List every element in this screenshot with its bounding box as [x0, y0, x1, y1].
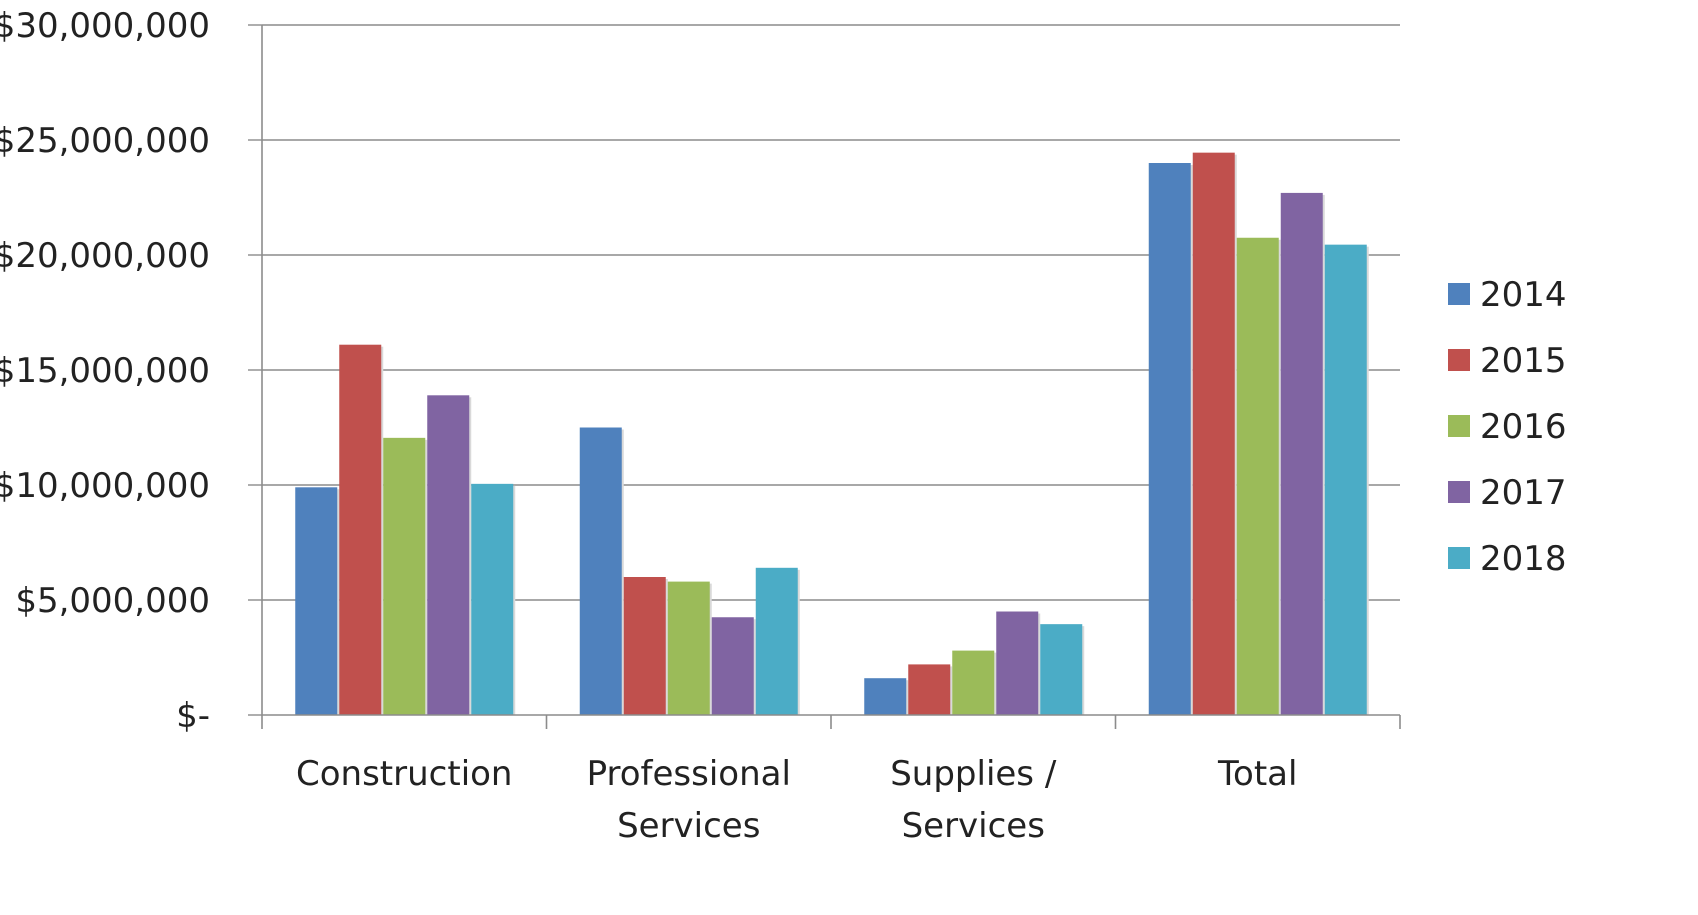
bar-2016-3: [1236, 237, 1279, 715]
y-tick-label: $-: [176, 696, 210, 736]
bar-2015-0: [339, 344, 382, 715]
x-tick-label: Supplies / Services: [890, 754, 1057, 846]
bar-2018-0: [471, 483, 514, 715]
bar-2014-0: [295, 487, 338, 715]
legend-swatch: [1448, 547, 1470, 569]
legend-label: 2017: [1480, 473, 1567, 513]
bar-2018-2: [1040, 624, 1083, 715]
legend-item-2017: 2017: [1448, 473, 1567, 513]
legend-swatch: [1448, 283, 1470, 305]
bar-2015-2: [908, 664, 951, 715]
bar-2017-1: [711, 617, 754, 715]
bars: [295, 152, 1369, 715]
legend-label: 2014: [1480, 275, 1567, 315]
legend-swatch: [1448, 349, 1470, 371]
legend-item-2014: 2014: [1448, 275, 1567, 315]
bar-2018-1: [755, 567, 798, 715]
legend-label: 2016: [1480, 407, 1567, 447]
bar-2015-1: [623, 577, 666, 715]
bar-2015-3: [1192, 152, 1235, 715]
y-tick-labels: $- $5,000,000 $10,000,000 $15,000,000 $20,00…: [0, 6, 210, 736]
bar-2014-3: [1148, 163, 1191, 715]
legend: 2014 2015 2016 2017 2018: [1448, 275, 1567, 579]
legend-label: 2018: [1480, 539, 1567, 579]
y-tick-label: $25,000,000: [0, 121, 210, 161]
y-tick-label: $15,000,000: [0, 351, 210, 391]
legend-swatch: [1448, 415, 1470, 437]
y-tick-label: $30,000,000: [0, 6, 210, 46]
legend-item-2016: 2016: [1448, 407, 1567, 447]
x-tick-label: Total: [1217, 754, 1297, 794]
y-tick-label: $20,000,000: [0, 236, 210, 276]
bar-2017-3: [1280, 192, 1323, 715]
x-tick-labels: Construction Professional Services Supplies…: [296, 754, 1297, 846]
bar-2014-2: [864, 678, 907, 715]
bar-2018-3: [1324, 244, 1367, 715]
y-tick-label: $10,000,000: [0, 466, 210, 506]
bar-2016-1: [667, 581, 710, 715]
x-tick-label: Construction: [296, 754, 512, 794]
bar-2016-0: [383, 437, 426, 715]
x-tick-label: Professional Services: [587, 754, 791, 846]
bar-2017-2: [996, 611, 1039, 715]
bar-2016-2: [952, 650, 995, 715]
bar-2014-1: [579, 427, 622, 715]
axes: [248, 24, 1401, 729]
legend-label: 2015: [1480, 341, 1567, 381]
legend-item-2018: 2018: [1448, 539, 1567, 579]
legend-swatch: [1448, 481, 1470, 503]
legend-item-2015: 2015: [1448, 341, 1567, 381]
y-tick-label: $5,000,000: [15, 581, 210, 621]
bar-2017-0: [427, 395, 470, 715]
